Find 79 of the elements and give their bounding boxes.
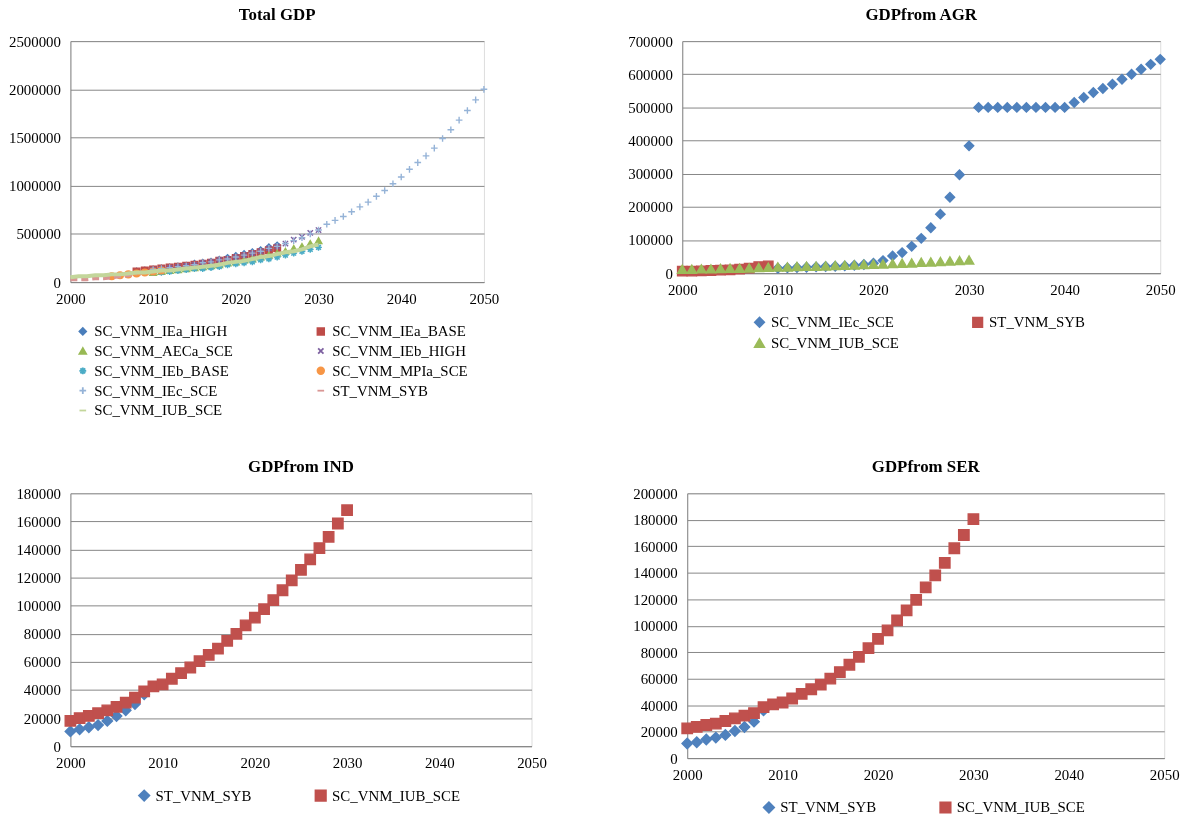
y-tick-label: 60000 (640, 671, 678, 688)
y-tick-label: 200000 (628, 199, 673, 216)
legend-label: SC_VNM_MPIa_SCE (332, 362, 468, 379)
y-tick-label: 500000 (16, 226, 61, 243)
y-tick-label: 180000 (633, 512, 678, 529)
y-tick-label: 0 (670, 750, 678, 767)
y-tick-label: 0 (665, 265, 673, 282)
y-tick-label: 2500000 (8, 33, 61, 50)
y-tick-label: 400000 (628, 133, 673, 150)
legend-label: SC_VNM_IEb_HIGH (332, 342, 467, 359)
x-tick-label: 2000 (667, 282, 698, 299)
legend-label: SC_VNM_IUB_SCE (94, 402, 223, 419)
y-tick-label: 0 (53, 274, 61, 291)
legend-label: ST_VNM_SYB (155, 787, 252, 804)
x-tick-label: 2020 (863, 767, 894, 784)
y-tick-label: 100000 (628, 232, 673, 249)
y-tick-label: 2000000 (8, 81, 61, 98)
legend-label: ST_VNM_SYB (780, 799, 877, 816)
y-tick-label: 160000 (633, 538, 678, 555)
x-tick-label: 2050 (517, 755, 547, 772)
x-tick-label: 2030 (304, 291, 334, 308)
legend-label: ST_VNM_SYB (989, 314, 1085, 331)
legend-label: SC_VNM_IEa_HIGH (94, 323, 228, 340)
y-tick-label: 500000 (628, 99, 673, 116)
y-tick-label: 300000 (628, 166, 673, 183)
x-tick-label: 2040 (1050, 282, 1080, 299)
x-tick-label: 2020 (859, 282, 889, 299)
y-tick-label: 0 (53, 738, 61, 755)
x-tick-label: 2030 (959, 767, 989, 784)
y-tick-label: 120000 (16, 570, 61, 587)
chart-title: GDPfrom SER (871, 457, 981, 477)
x-tick-label: 2050 (469, 291, 500, 308)
x-tick-label: 2000 (56, 291, 86, 308)
legend-label: SC_VNM_IEb_BASE (94, 362, 229, 379)
x-tick-label: 2010 (138, 291, 169, 308)
legend-label: SC_VNM_IUB_SCE (956, 799, 1085, 816)
x-tick-label: 2050 (1149, 767, 1180, 784)
x-tick-label: 2010 (148, 755, 178, 772)
legend-label: SC_VNM_IEc_SCE (94, 382, 218, 399)
x-tick-label: 2010 (768, 767, 798, 784)
legend-label: SC_VNM_IEc_SCE (770, 314, 894, 331)
y-tick-label: 60000 (23, 654, 61, 671)
legend-label: ST_VNM_SYB (332, 382, 429, 399)
y-tick-label: 120000 (633, 591, 678, 608)
y-tick-label: 180000 (16, 485, 61, 502)
chart-title: Total GDP (238, 5, 316, 25)
y-tick-label: 140000 (16, 541, 61, 558)
y-tick-label: 160000 (16, 513, 61, 530)
x-tick-label: 2050 (1145, 282, 1176, 299)
y-tick-label: 1000000 (8, 178, 61, 195)
x-tick-label: 2040 (1054, 767, 1085, 784)
legend-label: SC_VNM_AECa_SCE (94, 342, 233, 359)
x-tick-label: 2020 (240, 755, 271, 772)
y-tick-label: 100000 (16, 598, 61, 615)
legend-label: SC_VNM_IUB_SCE (770, 335, 899, 352)
y-tick-label: 20000 (640, 724, 678, 741)
y-tick-label: 100000 (633, 618, 678, 635)
legend-label: SC_VNM_IEa_BASE (332, 323, 466, 340)
y-tick-label: 200000 (633, 485, 678, 502)
y-tick-label: 140000 (633, 565, 678, 582)
x-tick-label: 2040 (386, 291, 417, 308)
chart-title: GDPfrom AGR (865, 5, 978, 25)
x-tick-label: 2000 (56, 755, 86, 772)
x-tick-label: 2010 (763, 282, 794, 299)
x-tick-label: 2020 (221, 291, 252, 308)
x-tick-label: 2030 (954, 282, 985, 299)
y-tick-label: 600000 (628, 66, 673, 83)
y-tick-label: 80000 (640, 644, 678, 661)
y-tick-label: 700000 (628, 33, 673, 50)
legend-label: SC_VNM_IUB_SCE (332, 787, 461, 804)
y-tick-label: 80000 (23, 626, 61, 643)
y-tick-label: 40000 (23, 682, 61, 699)
y-tick-label: 20000 (23, 710, 61, 727)
y-tick-label: 1500000 (8, 129, 61, 146)
y-tick-label: 40000 (640, 697, 678, 714)
x-tick-label: 2030 (332, 755, 363, 772)
x-tick-label: 2000 (672, 767, 703, 784)
chart-title: GDPfrom IND (248, 457, 354, 477)
x-tick-label: 2040 (424, 755, 455, 772)
